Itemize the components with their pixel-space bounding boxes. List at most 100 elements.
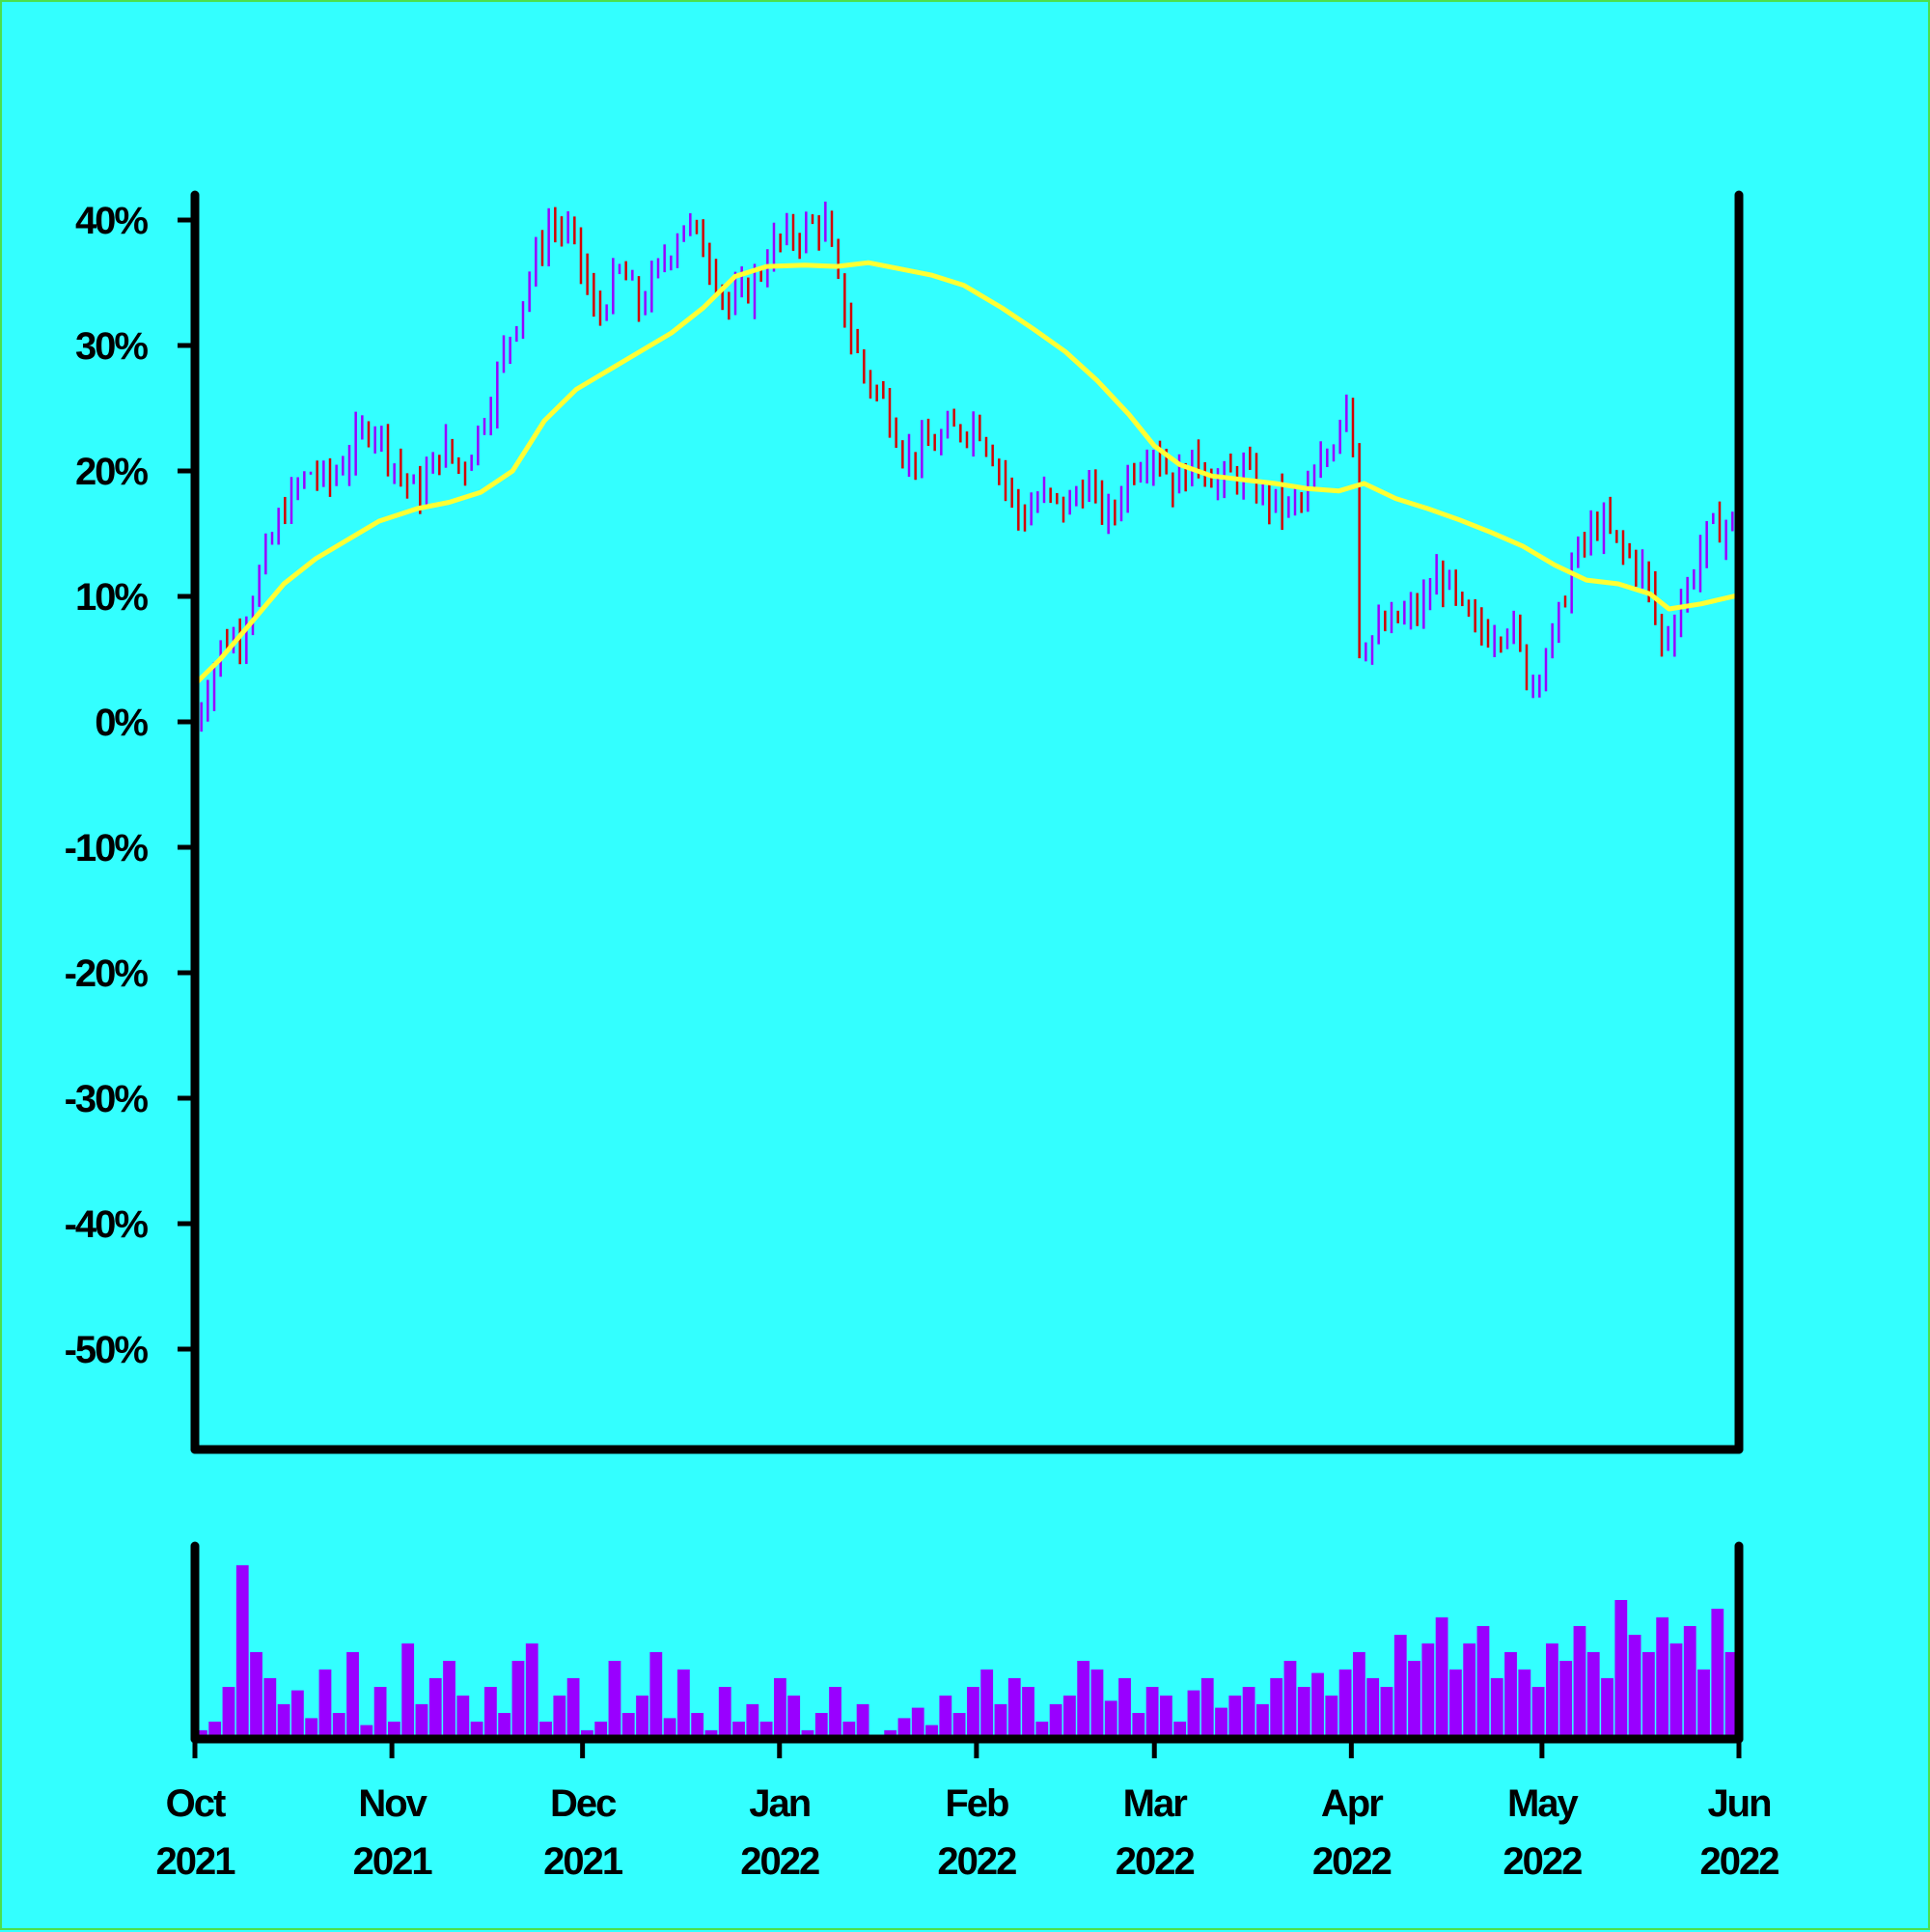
volume-bar xyxy=(1669,1643,1683,1739)
volume-bar xyxy=(401,1643,415,1739)
x-tick-label-month: Oct xyxy=(166,1782,226,1825)
x-tick-label-year: 2022 xyxy=(1700,1840,1779,1883)
x-tick-label-year: 2022 xyxy=(1312,1840,1392,1883)
x-tick-label-month: Jun xyxy=(1707,1782,1770,1825)
y-tick-label: 20% xyxy=(75,451,148,493)
volume-bar xyxy=(511,1661,525,1739)
volume-bar xyxy=(291,1690,304,1739)
x-tick-label-month: Nov xyxy=(358,1782,427,1825)
x-tick-label-year: 2022 xyxy=(740,1840,819,1883)
volume-bar xyxy=(373,1687,387,1739)
volume-bar xyxy=(443,1661,455,1739)
volume-bar xyxy=(814,1713,828,1739)
volume-bar xyxy=(787,1696,801,1739)
volume-bar xyxy=(277,1704,290,1739)
volume-bar xyxy=(1421,1643,1435,1739)
volume-bar xyxy=(774,1678,786,1739)
y-tick-label: -10% xyxy=(65,827,149,869)
x-tick-label-month: Jan xyxy=(749,1782,810,1825)
volume-bar xyxy=(1476,1626,1490,1739)
volume-bar xyxy=(1187,1690,1200,1739)
volume-bar xyxy=(484,1687,497,1739)
y-tick-label: -30% xyxy=(65,1078,149,1120)
x-tick-label-month: Mar xyxy=(1123,1782,1188,1825)
volume-bar xyxy=(553,1696,566,1739)
volume-bar xyxy=(1090,1670,1104,1739)
y-tick-label: -20% xyxy=(65,952,149,995)
volume-bar xyxy=(636,1696,648,1739)
volume-bar xyxy=(980,1670,994,1739)
x-tick-label-month: Dec xyxy=(550,1782,617,1825)
x-tick-label-month: Apr xyxy=(1321,1782,1383,1825)
volume-bar xyxy=(415,1704,428,1739)
volume-bar xyxy=(1366,1678,1380,1739)
volume-bar xyxy=(1228,1696,1242,1739)
volume-bar xyxy=(746,1704,759,1739)
volume-bar xyxy=(1270,1678,1283,1739)
volume-bar xyxy=(1435,1617,1448,1739)
volume-bar xyxy=(1724,1652,1738,1739)
volume-bar xyxy=(525,1643,538,1739)
x-tick-label-month: May xyxy=(1507,1782,1580,1825)
volume-bar xyxy=(1049,1704,1062,1739)
volume-bar xyxy=(897,1718,911,1739)
axes: 40% 30% 20% 10% 0% -10% -20% -30% -40% -50% Oct 202… xyxy=(65,190,1780,1883)
volume-bar xyxy=(911,1707,924,1739)
x-tick-label-year: 2021 xyxy=(543,1840,623,1883)
moving-average-line xyxy=(193,260,1740,686)
volume-bar xyxy=(250,1652,262,1739)
x-tick-label-year: 2022 xyxy=(937,1840,1016,1883)
volume-bar xyxy=(1380,1687,1393,1739)
volume-bar xyxy=(1408,1661,1420,1739)
volume-bar xyxy=(677,1670,690,1739)
volume-bar xyxy=(1628,1635,1641,1739)
x-tick-label-month: Feb xyxy=(945,1782,1008,1825)
volume-panel xyxy=(195,1565,1738,1739)
volume-bar xyxy=(1518,1670,1531,1739)
volume-bar xyxy=(1145,1687,1159,1739)
volume-bar xyxy=(498,1713,511,1739)
price-panel xyxy=(193,201,1740,732)
volume-bar xyxy=(939,1696,952,1739)
volume-bar xyxy=(1022,1687,1034,1739)
volume-bar xyxy=(235,1565,249,1739)
volume-bar xyxy=(222,1687,235,1739)
volume-bar xyxy=(952,1713,966,1739)
volume-bar xyxy=(1132,1713,1145,1739)
volume-bar xyxy=(346,1652,359,1739)
volume-bar xyxy=(1104,1700,1117,1739)
volume-bar xyxy=(1160,1696,1172,1739)
volume-bar xyxy=(566,1678,580,1739)
x-tick-label-year: 2021 xyxy=(353,1840,433,1883)
volume-bar xyxy=(829,1687,841,1739)
x-tick-label-year: 2021 xyxy=(156,1840,236,1883)
volume-bar xyxy=(1215,1707,1227,1739)
volume-bar xyxy=(428,1678,442,1739)
volume-bar xyxy=(1573,1626,1586,1739)
volume-bar xyxy=(1283,1661,1297,1739)
y-tick-label: -40% xyxy=(65,1203,149,1246)
volume-bar xyxy=(608,1661,621,1739)
volume-bar xyxy=(1449,1670,1462,1739)
volume-bar xyxy=(1297,1687,1310,1739)
volume-bar xyxy=(1077,1661,1090,1739)
volume-bar xyxy=(1200,1678,1214,1739)
volume-bar xyxy=(1311,1672,1324,1739)
volume-bar xyxy=(1531,1687,1545,1739)
volume-bar xyxy=(856,1704,869,1739)
volume-bar xyxy=(621,1713,635,1739)
volume-bar xyxy=(994,1704,1007,1739)
volume-bar xyxy=(1242,1687,1255,1739)
volume-bar xyxy=(1614,1600,1628,1739)
volume-bar xyxy=(1338,1670,1352,1739)
volume-bar xyxy=(305,1718,318,1739)
volume-bar xyxy=(1601,1678,1613,1739)
volume-bar xyxy=(1393,1635,1407,1739)
volume-bar xyxy=(1642,1652,1655,1739)
x-tick-label-year: 2022 xyxy=(1503,1840,1582,1883)
volume-bar xyxy=(1007,1678,1021,1739)
volume-bar xyxy=(691,1713,704,1739)
volume-bar xyxy=(1711,1609,1724,1739)
volume-bar xyxy=(263,1678,277,1739)
